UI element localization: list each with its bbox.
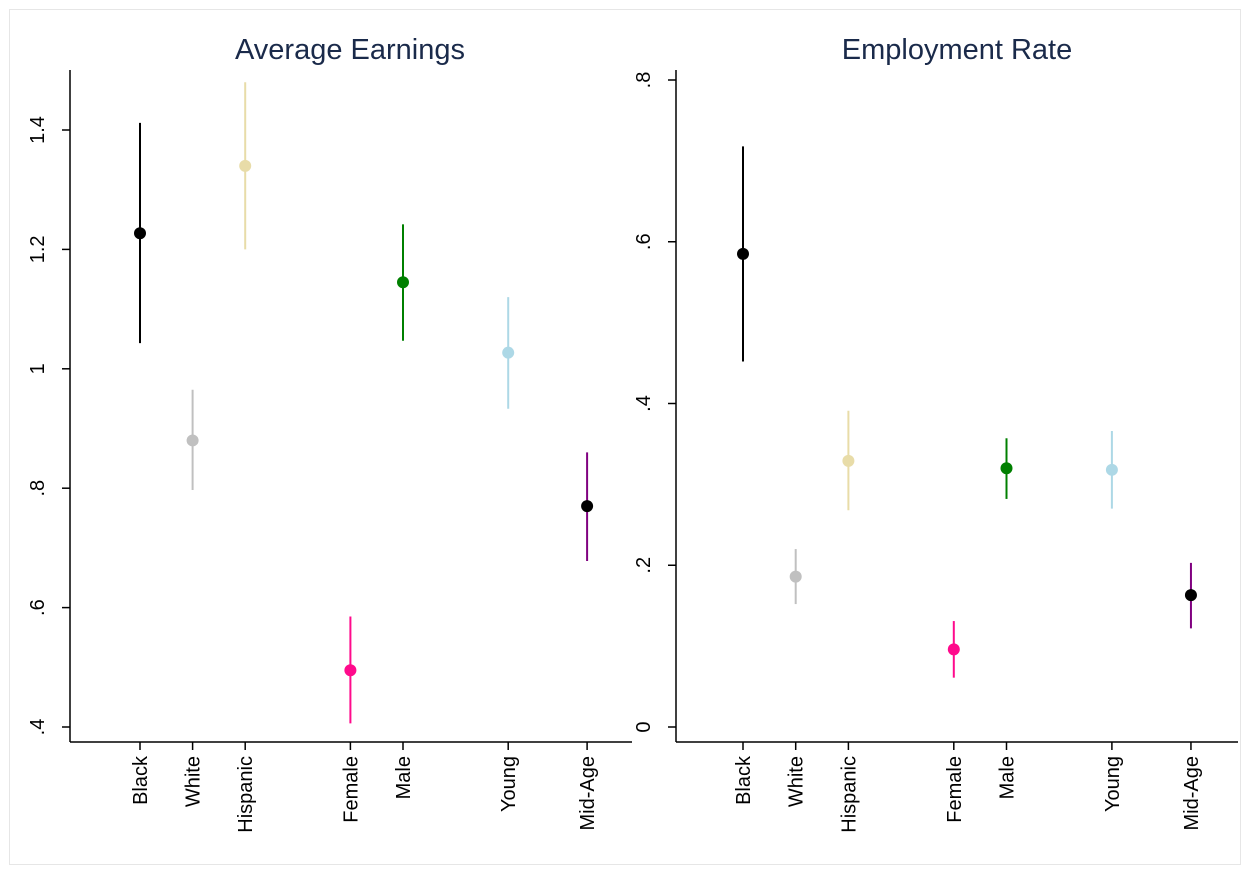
point-black <box>134 227 146 240</box>
x-ticks: Black White Hispanic Female Male Young Mid-Age <box>130 742 599 833</box>
x-tick-label: White <box>786 756 808 807</box>
y-tick-label: .4 <box>633 395 655 412</box>
point-female <box>947 643 960 656</box>
x-tick-label: Young <box>1102 756 1124 812</box>
data-marks <box>134 82 594 724</box>
x-tick-label: Mid-Age <box>577 756 599 830</box>
x-tick-label: Male <box>997 756 1019 799</box>
y-tick-label: .6 <box>27 599 49 616</box>
y-tick-label: 1 <box>27 363 49 374</box>
x-tick-label: White <box>183 756 205 807</box>
y-tick-label: 1.4 <box>27 116 49 144</box>
figure-border <box>9 9 1241 865</box>
x-tick-label: Young <box>498 756 520 812</box>
chart-title: Employment Rate <box>842 34 1073 66</box>
x-tick-label: Black <box>733 755 755 805</box>
point-hispanic <box>239 159 252 172</box>
y-tick-label: .8 <box>633 72 655 89</box>
y-tick-label: .6 <box>633 233 655 250</box>
point-male <box>1000 462 1013 475</box>
panel-employment-rate: Employment Rate 0 .2 .4 .6 .8 Black White Hisp… <box>633 34 1238 833</box>
point-hispanic <box>842 454 855 467</box>
y-tick-label: .2 <box>633 557 655 574</box>
point-young <box>502 346 515 359</box>
x-ticks: Black White Hispanic Female Male Young Mid-Age <box>733 742 1203 833</box>
point-white <box>186 434 199 447</box>
x-tick-label: Mid-Age <box>1181 756 1203 830</box>
y-tick-label: 0 <box>633 721 655 732</box>
point-mid-age <box>581 500 594 513</box>
x-tick-label: Hispanic <box>838 756 860 833</box>
point-young <box>1105 463 1118 476</box>
y-tick-label: .8 <box>27 480 49 497</box>
point-female <box>344 664 357 677</box>
x-tick-label: Hispanic <box>235 756 257 833</box>
y-ticks: .4 .6 .8 1 1.2 1.4 <box>27 116 70 735</box>
panel-average-earnings: Average Earnings .4 .6 .8 1 1.2 1.4 Black Whit… <box>27 34 632 833</box>
point-white <box>789 570 802 583</box>
y-ticks: 0 .2 .4 .6 .8 <box>633 72 676 733</box>
x-tick-label: Black <box>130 755 152 805</box>
data-marks <box>737 146 1197 678</box>
y-tick-label: .4 <box>27 719 49 736</box>
x-tick-label: Female <box>944 756 966 823</box>
point-black <box>737 247 749 260</box>
y-tick-label: 1.2 <box>27 235 49 263</box>
point-mid-age <box>1184 589 1197 602</box>
x-tick-label: Male <box>393 756 415 799</box>
chart-title: Average Earnings <box>235 34 465 66</box>
point-male <box>397 276 409 289</box>
x-tick-label: Female <box>340 756 362 823</box>
